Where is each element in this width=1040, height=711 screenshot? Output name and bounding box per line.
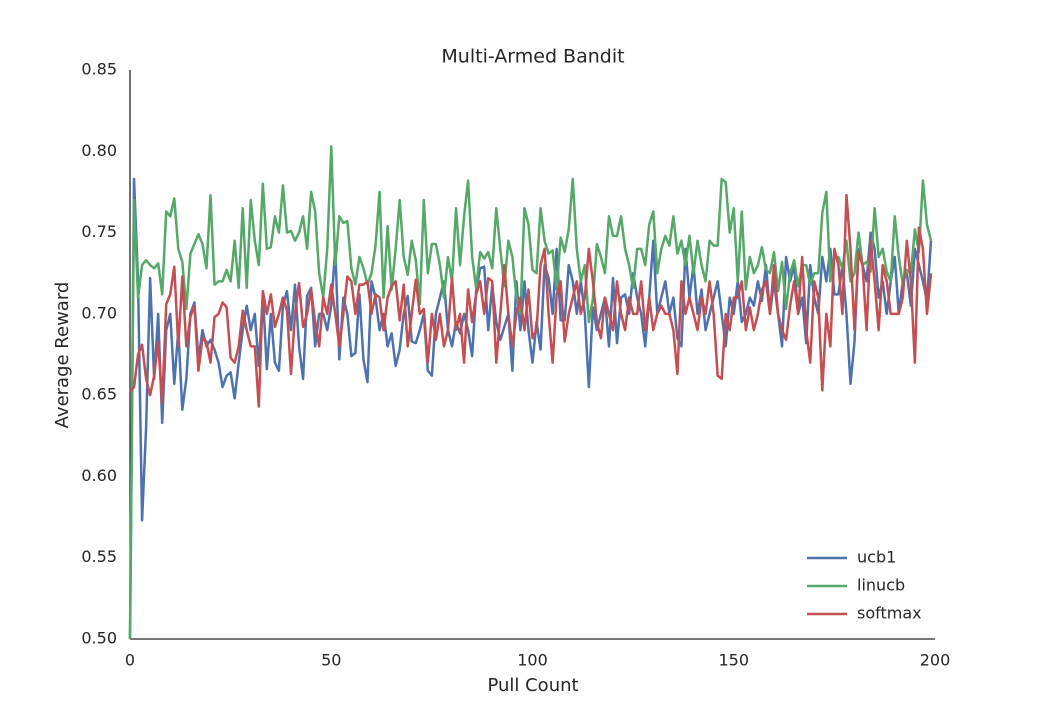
y-tick-label: 0.55 xyxy=(81,547,117,566)
x-tick-label: 50 xyxy=(321,651,341,670)
y-axis-label: Average Reward xyxy=(52,282,73,429)
legend-label: softmax xyxy=(857,604,922,623)
legend-label: ucb1 xyxy=(857,548,896,567)
y-tick-label: 0.65 xyxy=(81,385,117,404)
series-line xyxy=(128,145,933,640)
y-tick-label: 0.60 xyxy=(81,466,117,485)
y-tick-label: 0.85 xyxy=(81,60,117,79)
y-tick-label: 0.80 xyxy=(81,141,117,160)
y-tick-label: 0.70 xyxy=(81,303,117,322)
legend-label: linucb xyxy=(857,576,905,595)
x-tick-label: 150 xyxy=(718,651,749,670)
chart-title: Multi-Armed Bandit xyxy=(441,46,624,68)
x-tick-label: 200 xyxy=(920,651,951,670)
x-tick-label: 100 xyxy=(517,651,548,670)
x-tick-label: 0 xyxy=(125,651,135,670)
x-axis-label: Pull Count xyxy=(487,675,578,696)
y-tick-label: 0.50 xyxy=(81,629,117,648)
series-line xyxy=(129,193,933,408)
y-tick-label: 0.75 xyxy=(81,222,117,241)
